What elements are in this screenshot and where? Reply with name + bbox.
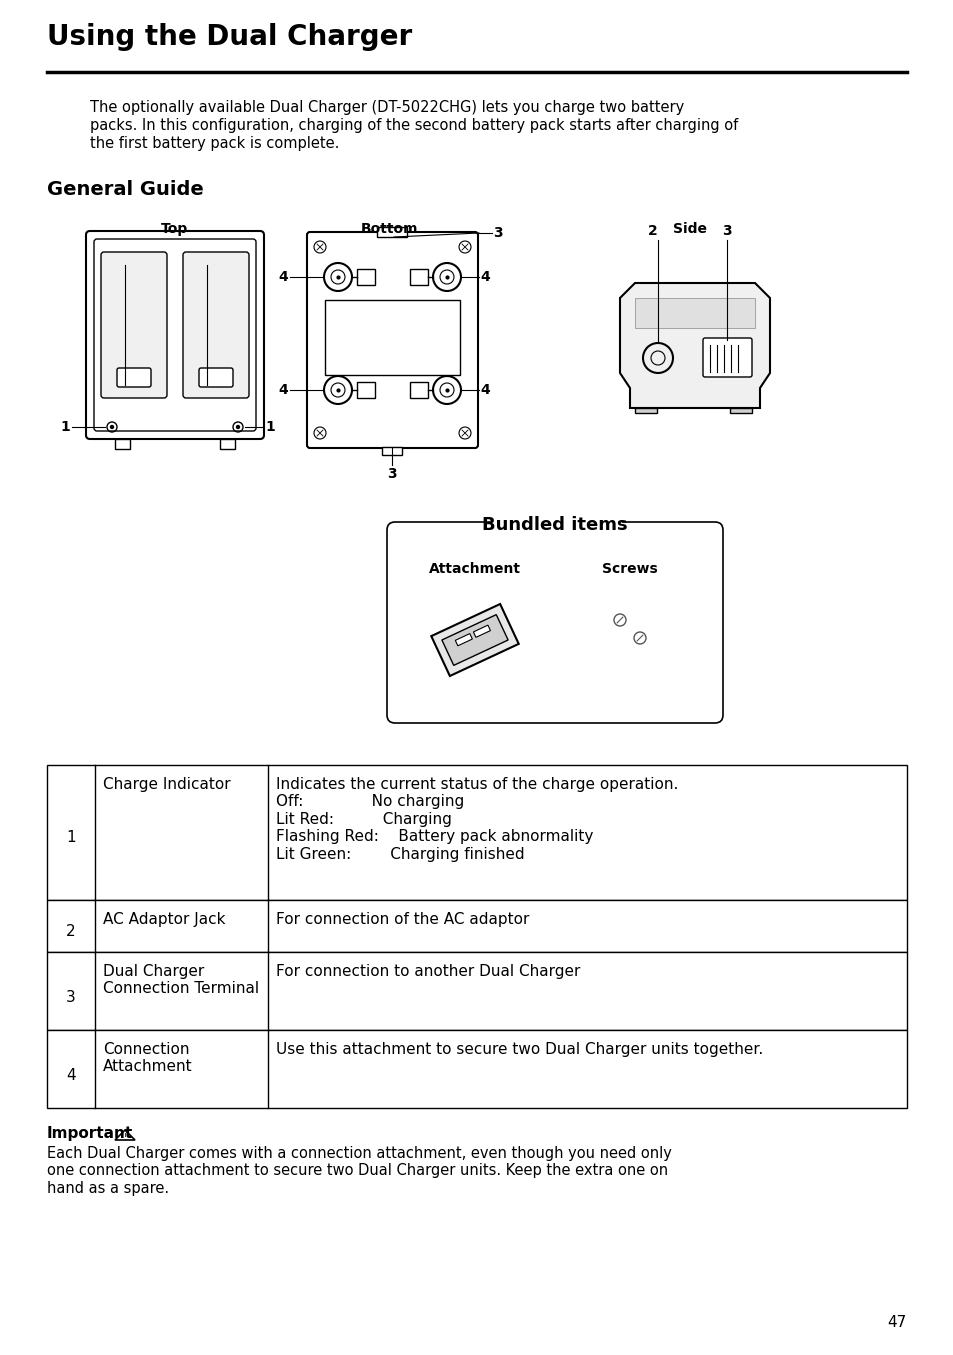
Text: 2: 2 <box>66 924 75 939</box>
Text: 3: 3 <box>387 467 396 481</box>
Bar <box>410 382 428 398</box>
Text: 4: 4 <box>66 1068 75 1083</box>
Text: General Guide: General Guide <box>47 180 204 199</box>
Text: For connection to another Dual Charger: For connection to another Dual Charger <box>275 963 579 980</box>
Text: 4: 4 <box>479 383 489 397</box>
Polygon shape <box>619 283 769 408</box>
Bar <box>356 382 375 398</box>
Bar <box>729 408 751 413</box>
Text: 3: 3 <box>721 224 731 238</box>
Text: 4: 4 <box>479 270 489 285</box>
Text: Charge Indicator: Charge Indicator <box>103 776 231 793</box>
Polygon shape <box>431 604 518 676</box>
Text: AC Adaptor Jack: AC Adaptor Jack <box>103 912 225 927</box>
Circle shape <box>236 425 239 428</box>
Bar <box>47 766 906 900</box>
Text: packs. In this configuration, charging of the second battery pack starts after c: packs. In this configuration, charging o… <box>90 118 738 133</box>
Bar <box>220 439 234 449</box>
Text: 1: 1 <box>60 420 70 434</box>
FancyBboxPatch shape <box>94 238 255 431</box>
Bar <box>381 447 401 455</box>
Polygon shape <box>455 634 472 646</box>
Polygon shape <box>441 615 508 665</box>
Bar <box>410 270 428 285</box>
Text: The optionally available Dual Charger (DT-5022CHG) lets you charge two battery: The optionally available Dual Charger (D… <box>90 100 683 115</box>
Text: Bottom: Bottom <box>361 222 418 236</box>
FancyBboxPatch shape <box>199 369 233 388</box>
FancyBboxPatch shape <box>86 230 264 439</box>
FancyBboxPatch shape <box>702 337 751 377</box>
FancyBboxPatch shape <box>307 232 477 449</box>
Text: the first battery pack is complete.: the first battery pack is complete. <box>90 136 339 150</box>
Bar <box>47 900 906 953</box>
Bar <box>490 512 621 533</box>
Bar <box>115 439 130 449</box>
Text: Each Dual Charger comes with a connection attachment, even though you need only
: Each Dual Charger comes with a connectio… <box>47 1146 671 1196</box>
Bar <box>635 298 754 328</box>
Circle shape <box>111 425 113 428</box>
Text: Top: Top <box>161 222 189 236</box>
Text: 1: 1 <box>66 831 75 846</box>
Text: Use this attachment to secure two Dual Charger units together.: Use this attachment to secure two Dual C… <box>275 1042 762 1057</box>
Bar <box>376 228 407 237</box>
FancyBboxPatch shape <box>387 522 722 724</box>
Polygon shape <box>473 625 490 637</box>
Bar <box>47 953 906 1030</box>
Text: Bundled items: Bundled items <box>481 516 627 534</box>
Text: 2: 2 <box>647 224 658 238</box>
Text: Side: Side <box>672 222 706 236</box>
Text: 1: 1 <box>265 420 274 434</box>
Text: Indicates the current status of the charge operation.
Off:              No charg: Indicates the current status of the char… <box>275 776 678 862</box>
Text: 4: 4 <box>278 383 288 397</box>
Text: 4: 4 <box>278 270 288 285</box>
Text: !: ! <box>123 1133 127 1141</box>
Polygon shape <box>115 1130 135 1140</box>
Text: 3: 3 <box>493 226 502 240</box>
Text: 3: 3 <box>66 989 76 1004</box>
Text: Important: Important <box>47 1126 133 1141</box>
Bar <box>325 299 459 375</box>
Text: Attachment: Attachment <box>429 562 520 576</box>
Text: Screws: Screws <box>601 562 658 576</box>
Text: For connection of the AC adaptor: For connection of the AC adaptor <box>275 912 529 927</box>
Bar <box>356 270 375 285</box>
Bar <box>47 1030 906 1108</box>
Text: 47: 47 <box>887 1314 906 1331</box>
Text: Connection
Attachment: Connection Attachment <box>103 1042 193 1075</box>
Bar <box>635 408 657 413</box>
Text: Dual Charger
Connection Terminal: Dual Charger Connection Terminal <box>103 963 259 996</box>
Text: Using the Dual Charger: Using the Dual Charger <box>47 23 412 51</box>
FancyBboxPatch shape <box>101 252 167 398</box>
FancyBboxPatch shape <box>117 369 151 388</box>
FancyBboxPatch shape <box>183 252 249 398</box>
